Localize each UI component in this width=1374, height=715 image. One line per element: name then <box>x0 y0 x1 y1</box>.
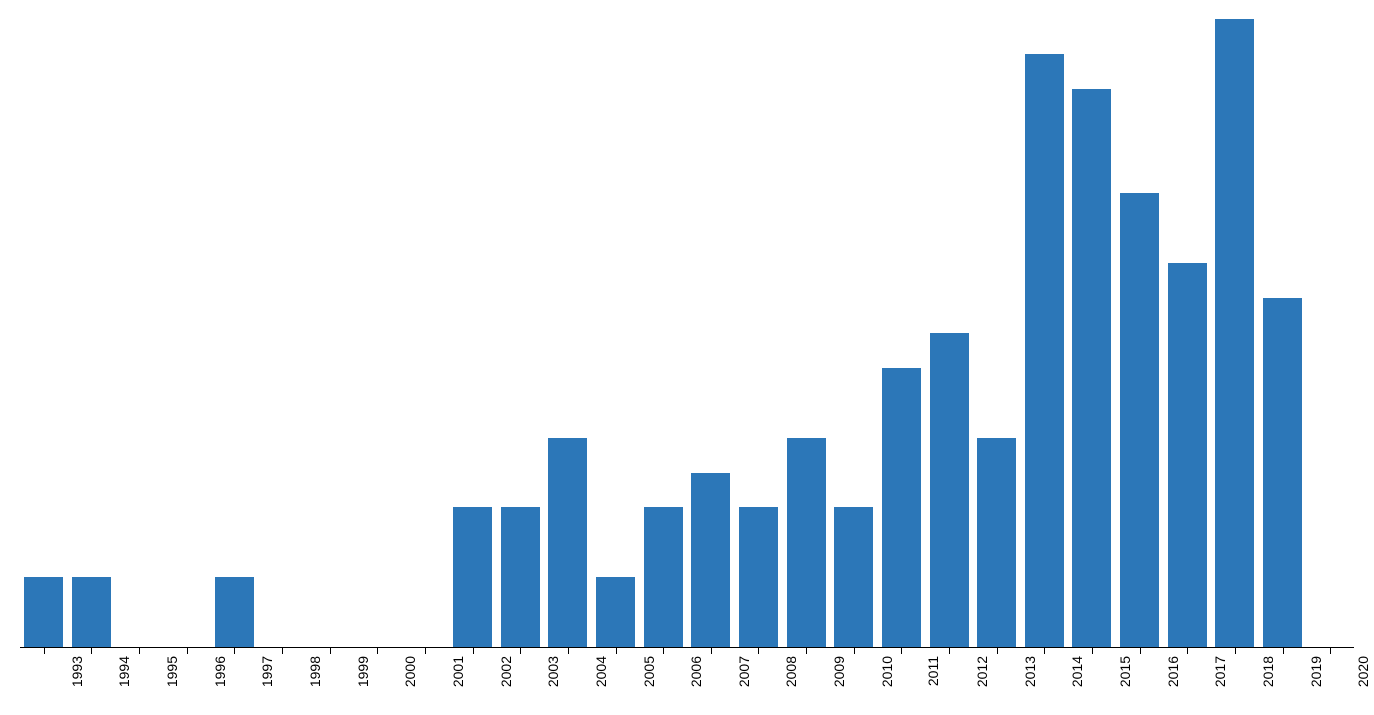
x-axis-label: 1997 <box>260 656 276 687</box>
x-tick <box>425 648 426 654</box>
x-tick <box>91 648 92 654</box>
bar <box>72 577 111 647</box>
x-tick <box>901 648 902 654</box>
x-tick <box>758 648 759 654</box>
x-axis-label: 2009 <box>831 656 847 687</box>
x-axis-label: 1993 <box>69 656 85 687</box>
bar <box>596 577 635 647</box>
x-tick <box>616 648 617 654</box>
bar <box>834 507 873 647</box>
bar <box>1215 19 1254 647</box>
x-tick <box>44 648 45 654</box>
x-axis-label: 2010 <box>879 656 895 687</box>
x-tick <box>1187 648 1188 654</box>
bar <box>882 368 921 647</box>
x-tick <box>282 648 283 654</box>
x-axis-label: 2004 <box>593 656 609 687</box>
x-axis-label: 2020 <box>1355 656 1371 687</box>
bar <box>1168 263 1207 647</box>
x-axis-label: 1999 <box>355 656 371 687</box>
x-axis-label: 2019 <box>1308 656 1324 687</box>
x-axis-label: 2015 <box>1117 656 1133 687</box>
bar <box>1072 89 1111 647</box>
x-tick <box>568 648 569 654</box>
bar <box>501 507 540 647</box>
x-axis-label: 2017 <box>1212 656 1228 687</box>
x-axis-label: 2007 <box>736 656 752 687</box>
plot-area <box>20 20 1354 648</box>
bar <box>24 577 63 647</box>
x-axis: 1993 1994 1995 1996 1997 1998 1999 2000 2001 2002… <box>20 648 1354 698</box>
x-axis-label: 2014 <box>1069 656 1085 687</box>
x-axis-label: 2012 <box>974 656 990 687</box>
x-axis-label: 1998 <box>307 656 323 687</box>
x-tick <box>1283 648 1284 654</box>
x-axis-label: 2002 <box>498 656 514 687</box>
bar <box>453 507 492 647</box>
x-axis-label: 2000 <box>402 656 418 687</box>
x-tick <box>1235 648 1236 654</box>
x-axis-label: 2001 <box>450 656 466 687</box>
bar <box>691 473 730 647</box>
x-tick <box>330 648 331 654</box>
bar <box>1263 298 1302 647</box>
x-tick <box>806 648 807 654</box>
x-tick <box>187 648 188 654</box>
x-axis-label: 2011 <box>926 656 942 686</box>
x-tick <box>1044 648 1045 654</box>
bar <box>739 507 778 647</box>
x-axis-label: 2006 <box>688 656 704 687</box>
bar <box>548 438 587 647</box>
x-axis-label: 1994 <box>117 656 133 687</box>
x-tick <box>663 648 664 654</box>
x-axis-label: 2018 <box>1260 656 1276 687</box>
x-axis-label: 1996 <box>212 656 228 687</box>
x-axis-label: 1995 <box>164 656 180 687</box>
x-tick <box>711 648 712 654</box>
x-tick <box>1092 648 1093 654</box>
x-axis-label: 2008 <box>784 656 800 687</box>
bar <box>787 438 826 647</box>
x-axis-label: 2013 <box>1022 656 1038 687</box>
x-tick <box>520 648 521 654</box>
bar <box>930 333 969 647</box>
x-tick <box>377 648 378 654</box>
x-tick <box>139 648 140 654</box>
bar <box>1120 193 1159 647</box>
x-axis-label: 2005 <box>641 656 657 687</box>
x-tick <box>997 648 998 654</box>
bar <box>644 507 683 647</box>
x-tick <box>1140 648 1141 654</box>
x-tick <box>473 648 474 654</box>
bar <box>977 438 1016 647</box>
x-tick <box>234 648 235 654</box>
x-tick <box>949 648 950 654</box>
bar-chart: 1993 1994 1995 1996 1997 1998 1999 2000 2001 2002… <box>20 20 1354 700</box>
x-axis-label: 2016 <box>1165 656 1181 687</box>
bar <box>215 577 254 647</box>
bar <box>1025 54 1064 647</box>
x-axis-label: 2003 <box>545 656 561 687</box>
x-tick <box>1330 648 1331 654</box>
x-tick <box>854 648 855 654</box>
